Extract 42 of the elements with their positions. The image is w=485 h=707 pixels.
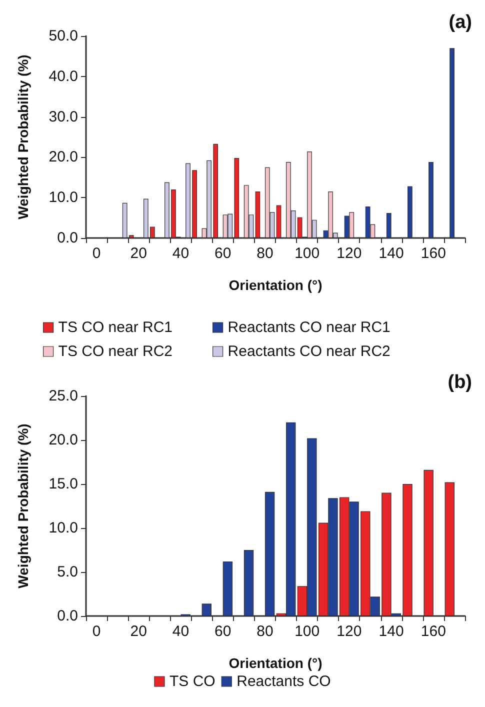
y-axis-title: Weighted Probability (%) [15, 54, 31, 220]
x-tick-label: 140 [378, 245, 404, 262]
x-tick-label: 120 [336, 623, 362, 640]
legend-label: TS CO near RC2 [58, 343, 173, 360]
y-tick-label: 20.0 [48, 432, 78, 448]
legend-label: Reactants CO near RC2 [228, 343, 390, 360]
y-tick-label: 5.0 [57, 564, 78, 580]
x-tick-label: 60 [214, 623, 232, 640]
x-tick-label: 100 [294, 245, 320, 262]
x-tick-label: 160 [420, 623, 446, 640]
x-tick-label: 160 [420, 245, 446, 262]
x-tick-label: 20 [130, 245, 147, 262]
legend-label: TS CO [169, 673, 216, 690]
x-axis-title: Orientation (°) [228, 655, 322, 671]
legend-label: TS CO near RC1 [58, 319, 173, 336]
x-tick-label: 60 [214, 245, 232, 262]
x-tick-label: 0 [92, 245, 101, 262]
x-tick-label: 0 [92, 623, 101, 640]
y-tick-label: 30.0 [48, 108, 78, 126]
y-tick-label: 0.0 [57, 230, 78, 246]
legend-label: Reactants CO [236, 673, 331, 690]
x-tick-label: 20 [130, 623, 147, 640]
chart-title: (b) [448, 372, 472, 393]
y-tick-label: 10.0 [48, 189, 78, 206]
x-tick-label: 80 [256, 623, 274, 640]
y-tick-label: 50.0 [48, 28, 78, 44]
y-tick-label: 25.0 [48, 388, 78, 404]
x-tick-label: 40 [172, 245, 190, 262]
y-tick-label: 20.0 [48, 148, 78, 166]
x-tick-label: 140 [378, 623, 404, 640]
x-tick-label: 120 [336, 245, 362, 262]
y-tick-label: 10.0 [48, 520, 78, 536]
x-tick-label: 80 [256, 245, 274, 262]
x-tick-label: 40 [172, 623, 190, 640]
x-tick-label: 100 [294, 623, 320, 640]
legend-label: Reactants CO near RC1 [228, 319, 390, 336]
y-axis-title: Weighted Probability (%) [15, 424, 31, 588]
chart-title: (a) [448, 12, 472, 33]
x-axis-title: Orientation (°) [228, 277, 322, 293]
y-tick-label: 0.0 [57, 608, 78, 624]
y-tick-label: 40.0 [48, 68, 78, 85]
y-tick-label: 15.0 [48, 476, 78, 492]
